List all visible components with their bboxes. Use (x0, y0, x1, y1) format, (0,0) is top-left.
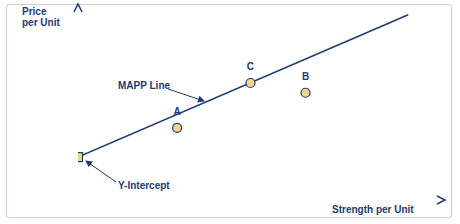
html-text:MAPP Line: MAPP Line (118, 80, 170, 91)
svg-text:A: A (173, 106, 180, 117)
html-text:Strength per Unit: Strength per Unit (332, 204, 414, 215)
svg-text:C: C (247, 61, 254, 72)
svg-text:B: B (302, 71, 309, 82)
html-text:Price: Price (22, 6, 47, 17)
html-text:per Unit: per Unit (22, 17, 60, 28)
html-text:Y-Intercept: Y-Intercept (118, 180, 170, 191)
